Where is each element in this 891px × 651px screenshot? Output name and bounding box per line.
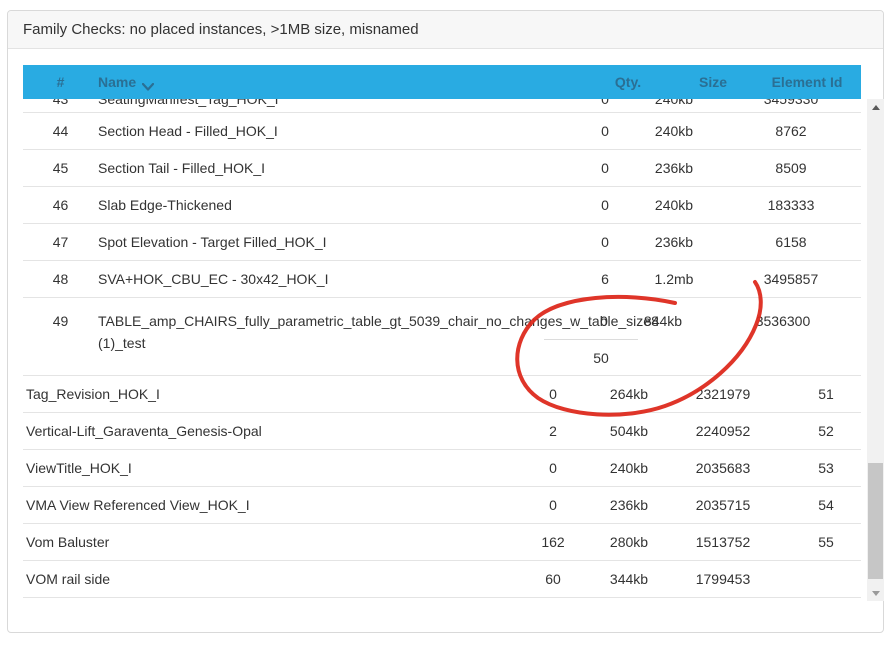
row-qty: 0 xyxy=(600,313,608,329)
row-name: Slab Edge-Thickened xyxy=(98,197,232,213)
row-name: Section Head - Filled_HOK_I xyxy=(98,123,278,139)
table-header: # Name Qty. Size Element Id xyxy=(23,65,861,99)
row-name: VMA View Referenced View_HOK_I xyxy=(26,497,250,513)
table-row-glitched[interactable]: 49 TABLE_amp_CHAIRS_fully_parametric_tab… xyxy=(23,298,861,376)
row-qty: 0 xyxy=(549,386,557,402)
table-row[interactable]: VMA View Referenced View_HOK_I 0 236kb 2… xyxy=(23,487,861,524)
scroll-up-arrow-icon xyxy=(871,104,880,110)
row-name-line1: TABLE_amp_CHAIRS_fully_parametric_table_… xyxy=(98,313,659,329)
column-header-size[interactable]: Size xyxy=(698,74,727,90)
row-name: VOM rail side xyxy=(26,571,111,587)
row-name-line2: (1)_test xyxy=(98,335,146,351)
row-element-id: 2035715 xyxy=(695,497,751,513)
column-header-element-id[interactable]: Element Id xyxy=(771,74,843,90)
row-num: 55 xyxy=(818,534,834,550)
row-size: 236kb xyxy=(654,234,694,250)
row-qty: 6 xyxy=(601,271,609,287)
row-name: Spot Elevation - Target Filled_HOK_I xyxy=(98,234,327,250)
table-row[interactable]: 45 Section Tail - Filled_HOK_I 0 236kb 8… xyxy=(23,150,861,187)
table-row[interactable]: Vertical-Lift_Garaventa_Genesis-Opal 2 5… xyxy=(23,413,861,450)
column-header-name[interactable]: Name xyxy=(98,74,583,91)
row-size: 236kb xyxy=(609,497,649,513)
row-element-id: 2240952 xyxy=(695,423,751,439)
row-num: 54 xyxy=(818,497,834,513)
scroll-up-button[interactable] xyxy=(867,99,884,115)
column-header-num[interactable]: # xyxy=(56,74,65,90)
row-name: ViewTitle_HOK_I xyxy=(26,460,132,476)
table-row[interactable]: 43 SeatingManifest_Tag_HOK_I 0 240kb 345… xyxy=(23,99,861,113)
row-num: 52 xyxy=(818,423,834,439)
row-size: 240kb xyxy=(654,197,694,213)
row-qty: 0 xyxy=(601,99,609,107)
row-name: Vertical-Lift_Garaventa_Genesis-Opal xyxy=(26,423,262,439)
table-row[interactable]: ViewTitle_HOK_I 0 240kb 2035683 53 xyxy=(23,450,861,487)
row-element-id: 8509 xyxy=(775,160,807,176)
row-element-id: 183333 xyxy=(767,197,815,213)
row-size: 240kb xyxy=(654,123,694,139)
row-size: 240kb xyxy=(654,99,694,107)
family-checks-panel: Family Checks: no placed instances, >1MB… xyxy=(7,10,884,633)
row-num: 53 xyxy=(818,460,834,476)
row-qty: 0 xyxy=(601,234,609,250)
row-num: 48 xyxy=(52,271,69,287)
row-size: 264kb xyxy=(609,386,649,402)
row-qty: 0 xyxy=(601,160,609,176)
row-name: Tag_Revision_HOK_I xyxy=(26,386,160,402)
row-size: 344kb xyxy=(609,571,649,587)
panel-heading: Family Checks: no placed instances, >1MB… xyxy=(8,11,883,49)
row-num: 51 xyxy=(818,386,834,402)
row-qty: 60 xyxy=(545,571,561,587)
row-num: 49 xyxy=(52,313,69,329)
row-num: 44 xyxy=(52,123,69,139)
row-qty: 0 xyxy=(601,123,609,139)
glitch-divider xyxy=(544,339,638,340)
row-element-id: 1799453 xyxy=(695,571,751,587)
row-qty: 0 xyxy=(549,460,557,476)
row-qty: 162 xyxy=(541,534,565,550)
column-header-name-label: Name xyxy=(98,74,137,90)
sort-chevron-down-icon xyxy=(142,78,155,91)
row-size: 1.2mb xyxy=(654,271,694,287)
row-name: SeatingManifest_Tag_HOK_I xyxy=(98,99,279,107)
row-size: 240kb xyxy=(609,460,649,476)
row-element-id: 3495857 xyxy=(763,271,819,287)
row-size: 236kb xyxy=(654,160,694,176)
row-qty: 0 xyxy=(601,197,609,213)
row-name: Vom Baluster xyxy=(26,534,110,550)
row-element-id: 2321979 xyxy=(695,386,751,402)
row-size: 844kb xyxy=(643,313,683,329)
row-element-id: 6158 xyxy=(775,234,807,250)
column-header-qty[interactable]: Qty. xyxy=(614,74,642,90)
table-row[interactable]: Tag_Revision_HOK_I 0 264kb 2321979 51 xyxy=(23,376,861,413)
table-row[interactable]: 46 Slab Edge-Thickened 0 240kb 183333 xyxy=(23,187,861,224)
table-row[interactable]: VOM rail side 60 344kb 1799453 xyxy=(23,561,861,598)
row-num: 43 xyxy=(52,99,69,107)
row-size: 504kb xyxy=(609,423,649,439)
scroll-down-button[interactable] xyxy=(867,585,884,601)
scroll-down-arrow-icon xyxy=(871,590,880,596)
scrollbar-thumb[interactable] xyxy=(868,463,883,579)
vertical-scrollbar[interactable] xyxy=(867,99,884,601)
row-size: 280kb xyxy=(609,534,649,550)
table-row[interactable]: Vom Baluster 162 280kb 1513752 55 xyxy=(23,524,861,561)
panel-title: Family Checks: no placed instances, >1MB… xyxy=(23,21,419,38)
row-name: SVA+HOK_CBU_EC - 30x42_HOK_I xyxy=(98,271,329,287)
table-row[interactable]: 44 Section Head - Filled_HOK_I 0 240kb 8… xyxy=(23,113,861,150)
row-num: 45 xyxy=(52,160,69,176)
row-num-50: 50 xyxy=(593,350,609,366)
row-element-id: 1513752 xyxy=(695,534,751,550)
table-row[interactable]: 48 SVA+HOK_CBU_EC - 30x42_HOK_I 6 1.2mb … xyxy=(23,261,861,298)
row-element-id: 3459330 xyxy=(763,99,819,107)
table-row[interactable]: 47 Spot Elevation - Target Filled_HOK_I … xyxy=(23,224,861,261)
row-num: 47 xyxy=(52,234,69,250)
row-num: 46 xyxy=(52,197,69,213)
row-element-id: 2035683 xyxy=(695,460,751,476)
row-element-id: 8762 xyxy=(775,123,807,139)
row-name: Section Tail - Filled_HOK_I xyxy=(98,160,266,176)
table-body: 43 SeatingManifest_Tag_HOK_I 0 240kb 345… xyxy=(23,99,861,601)
row-qty: 2 xyxy=(549,423,557,439)
row-qty: 0 xyxy=(549,497,557,513)
row-element-id: 3536300 xyxy=(755,313,811,329)
